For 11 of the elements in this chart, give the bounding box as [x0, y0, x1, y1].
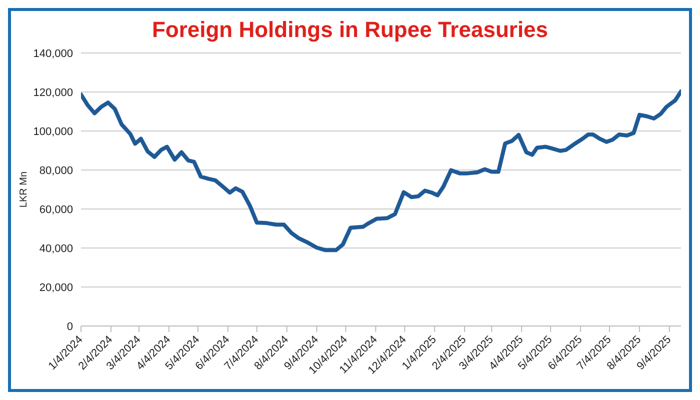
- y-tick-label: 100,000: [33, 126, 73, 138]
- y-tick-label: 0: [66, 320, 73, 333]
- y-tick-label: 140,000: [33, 48, 73, 60]
- line-series: [81, 89, 681, 252]
- chart-title: Foreign Holdings in Rupee Treasuries: [150, 17, 550, 43]
- y-tick-label: 120,000: [33, 86, 73, 99]
- y-axis-title: LKR Mn: [18, 171, 30, 208]
- y-tick-label: 40,000: [39, 242, 73, 255]
- y-tick-label: 20,000: [39, 282, 73, 294]
- y-tick-label: 80,000: [39, 164, 73, 177]
- y-tick-label: 60,000: [39, 204, 73, 216]
